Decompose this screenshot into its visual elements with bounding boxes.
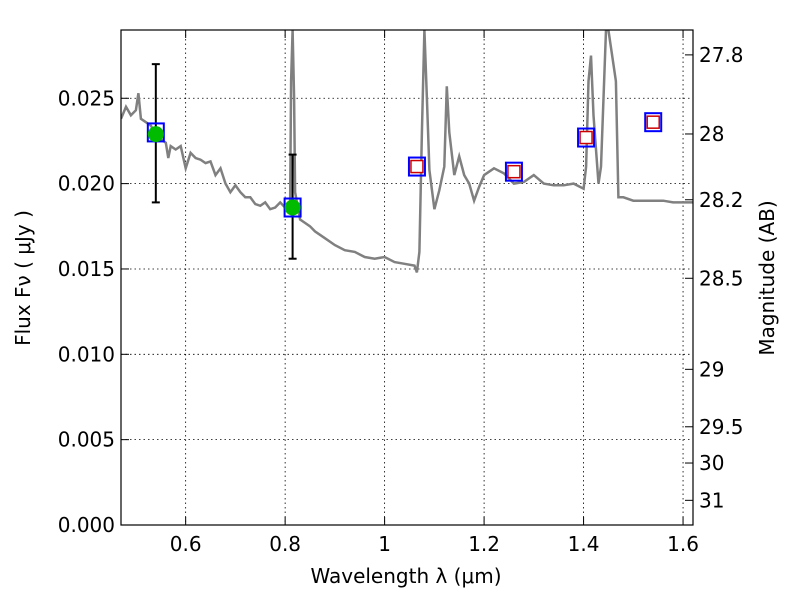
marker-layer	[146, 112, 663, 218]
y-tick-label: 0.000	[58, 513, 115, 537]
detection-point	[284, 199, 301, 216]
model-point-marker	[644, 112, 663, 133]
model-point-marker	[407, 156, 426, 177]
mag-tick-label: 29	[699, 357, 724, 381]
plot-area	[120, 29, 694, 526]
y-tick-label: 0.015	[58, 257, 115, 281]
mag-tick-label: 29.5	[699, 415, 744, 439]
x-axis-label: Wavelength λ (μm)	[310, 564, 501, 588]
upper-limit-marker	[507, 164, 521, 179]
upper-limit-marker	[646, 115, 660, 129]
model-point-marker	[504, 161, 523, 182]
mag-tick-label: 31	[699, 488, 724, 512]
y-tick-label: 0.025	[58, 86, 115, 110]
x-tick-label: 1	[378, 532, 391, 556]
y-axis-right: 27.8 28 28.2 28.5 29 29.5 30 31	[685, 43, 744, 512]
x-axis: 0.6 0.8 1 1.2 1.4 1.6	[170, 30, 699, 556]
x-tick-label: 1.2	[468, 532, 500, 556]
y-axis-left: 0.000 0.005 0.010 0.015 0.020 0.025	[58, 86, 129, 537]
plot-frame	[120, 29, 694, 526]
y-axis-right-label: Magnitude (AB)	[755, 200, 779, 355]
x-tick-label: 0.6	[170, 532, 202, 556]
mag-tick-label: 28.2	[699, 188, 744, 212]
mag-tick-label: 30	[699, 451, 724, 475]
x-tick-label: 1.4	[568, 532, 600, 556]
x-tick-label: 1.6	[667, 532, 699, 556]
upper-limit-marker	[410, 159, 424, 174]
spectrum-line	[121, 30, 693, 273]
upper-limit-marker	[579, 130, 593, 145]
plot-background	[121, 30, 693, 525]
y-tick-label: 0.020	[58, 172, 115, 196]
mag-tick-label: 28	[699, 122, 724, 146]
mag-tick-label: 27.8	[699, 43, 744, 67]
x-tick-label: 0.8	[269, 532, 301, 556]
y-axis-left-label: Flux Fν ( μJy )	[11, 210, 35, 346]
y-tick-label: 0.005	[58, 428, 115, 452]
model-point-marker	[577, 127, 596, 148]
detection-point	[147, 126, 164, 143]
y-tick-label: 0.010	[58, 342, 115, 366]
mag-tick-label: 28.5	[699, 266, 744, 290]
